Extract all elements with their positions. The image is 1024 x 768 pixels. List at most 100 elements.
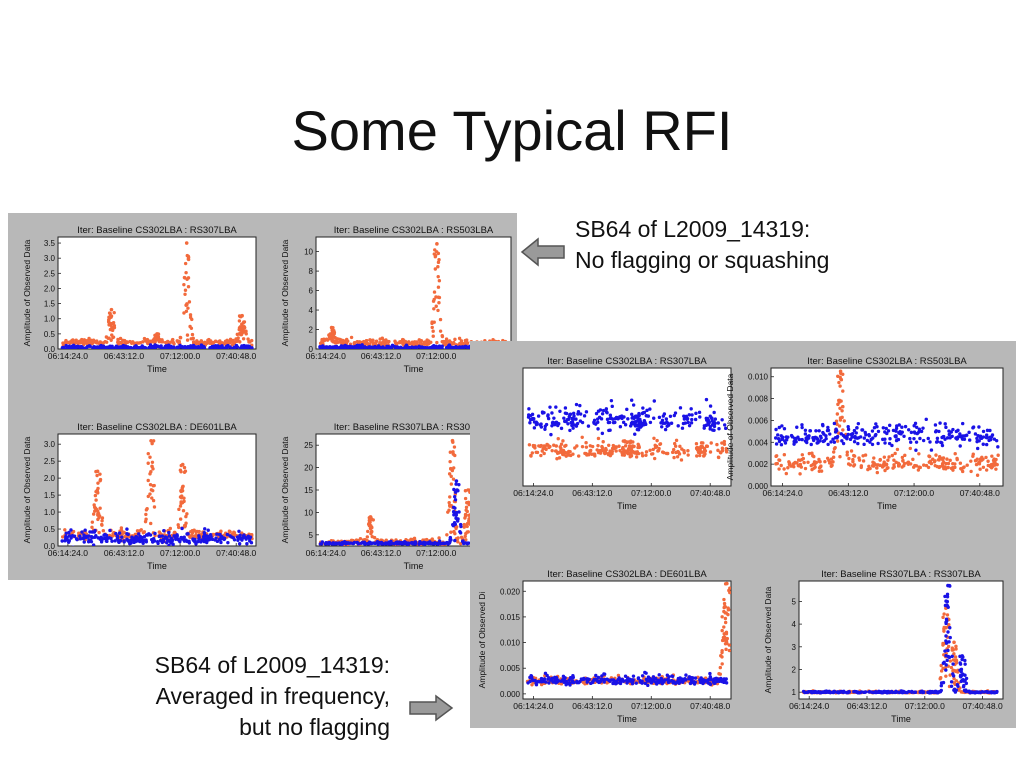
data-point [157, 530, 162, 534]
data-point [900, 455, 905, 460]
data-point [813, 690, 817, 694]
y-tick-label: 0.015 [500, 613, 521, 622]
data-point [114, 344, 119, 348]
data-point [921, 438, 926, 443]
y-tick-label: 2.5 [44, 457, 56, 466]
data-point [238, 533, 242, 537]
data-point [657, 673, 661, 677]
data-point [874, 422, 878, 426]
data-point [943, 422, 947, 426]
data-point [942, 612, 946, 616]
data-point [720, 655, 724, 659]
data-point [80, 345, 84, 349]
data-point [912, 424, 916, 428]
data-point [153, 336, 157, 341]
data-point [978, 457, 983, 461]
data-point [959, 435, 963, 439]
data-point [969, 459, 973, 463]
data-point [667, 675, 671, 679]
data-point [856, 441, 860, 446]
data-point [438, 317, 443, 322]
data-point [658, 442, 663, 446]
data-point [967, 430, 971, 435]
x-tick-label: 06:43:12.0 [104, 548, 144, 558]
data-point [855, 426, 859, 430]
data-point [823, 459, 827, 464]
data-point [153, 531, 157, 536]
data-point [798, 472, 802, 476]
data-point [456, 536, 460, 540]
data-point [93, 506, 98, 510]
data-point [178, 539, 182, 544]
data-point [990, 454, 994, 458]
y-tick-label: 25 [304, 441, 313, 450]
x-tick-label: 07:12:00.0 [894, 488, 934, 498]
data-point [806, 460, 810, 464]
data-point [836, 402, 840, 407]
data-point [434, 295, 438, 299]
data-point [362, 540, 367, 544]
data-point [878, 689, 882, 694]
data-point [186, 285, 191, 289]
data-point [178, 504, 183, 508]
data-point [448, 450, 453, 454]
data-point [558, 409, 562, 413]
data-point [345, 344, 350, 349]
data-point [206, 534, 210, 538]
data-point [720, 679, 724, 684]
data-point [146, 461, 150, 465]
y-axis-label: Amplitude of Observed Data [22, 239, 32, 346]
data-point [776, 437, 781, 441]
data-point [100, 516, 105, 520]
data-point [902, 464, 906, 468]
data-point [721, 635, 726, 640]
data-point [840, 409, 844, 413]
data-point [948, 458, 952, 463]
data-point [546, 414, 550, 418]
x-tick-label: 07:40:48.0 [963, 701, 1003, 711]
data-point [148, 533, 153, 537]
data-point [782, 427, 787, 431]
data-point [826, 442, 830, 447]
data-point [716, 448, 720, 453]
data-point [78, 339, 82, 343]
chart-7: Iter: Baseline CS302LBA : DE601LBA06:14:… [477, 569, 732, 724]
data-point [63, 528, 67, 532]
data-point [449, 345, 454, 349]
y-tick-label: 10 [304, 508, 313, 517]
data-point [460, 346, 464, 349]
data-point [671, 680, 675, 684]
data-point [186, 532, 190, 536]
data-point [996, 445, 1000, 449]
data-point [77, 345, 82, 349]
data-point [941, 615, 945, 620]
data-point [146, 478, 150, 483]
data-point [720, 662, 724, 666]
data-point [194, 542, 198, 546]
data-point [412, 536, 417, 540]
data-point [544, 680, 548, 684]
y-axis-label: Amplitude of Observed Data [763, 586, 773, 693]
caption-line: No flagging or squashing [575, 247, 830, 273]
data-point [996, 453, 1000, 457]
y-tick-label: 0.008 [748, 395, 769, 404]
data-point [437, 258, 441, 262]
data-point [151, 537, 155, 542]
data-point [653, 676, 658, 681]
data-point [545, 673, 549, 678]
data-point [246, 337, 250, 341]
data-point [981, 429, 986, 434]
data-point [656, 449, 660, 453]
data-point [946, 583, 950, 588]
data-point [571, 680, 576, 685]
data-point [814, 429, 818, 433]
data-point [177, 339, 182, 344]
data-point [547, 681, 551, 685]
data-point [440, 334, 445, 339]
data-point [608, 428, 612, 432]
data-point [447, 472, 452, 476]
data-point [981, 442, 985, 446]
data-point [564, 443, 568, 448]
data-point [604, 410, 609, 414]
data-point [464, 505, 469, 510]
